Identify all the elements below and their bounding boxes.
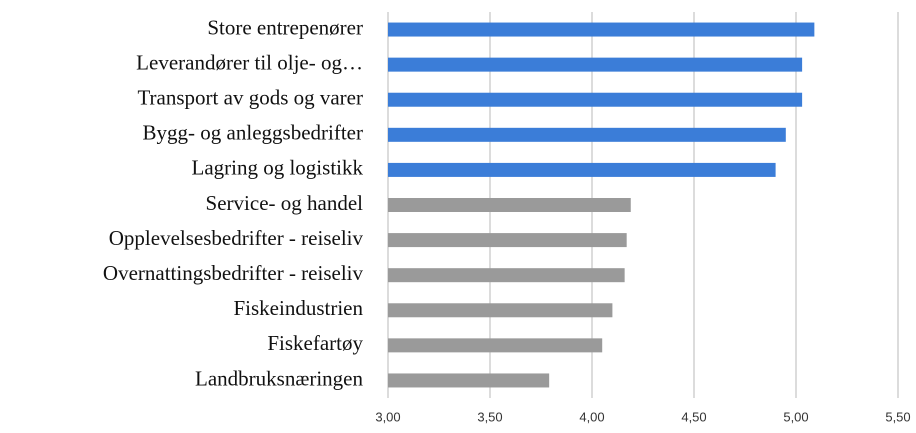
bar bbox=[388, 303, 613, 318]
x-tick-label: 3,00 bbox=[375, 409, 400, 424]
bar bbox=[388, 373, 550, 388]
x-tick-label: 3,50 bbox=[477, 409, 502, 424]
y-tick-label: Lagring og logistikk bbox=[192, 156, 364, 180]
y-tick-label: Store entrepenører bbox=[207, 15, 363, 39]
x-tick-label: 5,50 bbox=[885, 409, 910, 424]
bar bbox=[388, 57, 803, 72]
y-tick-label: Fiskefartøy bbox=[267, 331, 363, 355]
bar bbox=[388, 22, 815, 37]
bar bbox=[388, 268, 625, 283]
y-tick-label: Opplevelsesbedrifter - reiseliv bbox=[109, 226, 364, 250]
y-tick-label: Overnattingsbedrifter - reiseliv bbox=[103, 261, 364, 285]
y-tick-label: Landbruksnæringen bbox=[195, 366, 363, 390]
bar bbox=[388, 233, 627, 248]
x-tick-label: 5,00 bbox=[783, 409, 808, 424]
y-tick-label: Fiskeindustrien bbox=[234, 296, 364, 320]
y-tick-label: Leverandører til olje- og… bbox=[136, 50, 363, 74]
bar bbox=[388, 162, 776, 177]
bar bbox=[388, 92, 803, 107]
bar bbox=[388, 338, 603, 353]
x-tick-label: 4,50 bbox=[681, 409, 706, 424]
y-tick-label: Bygg- og anleggsbedrifter bbox=[143, 121, 363, 145]
y-tick-label: Service- og handel bbox=[206, 191, 364, 215]
bar bbox=[388, 127, 786, 142]
y-tick-label: Transport av gods og varer bbox=[137, 86, 363, 110]
bar bbox=[388, 198, 631, 212]
x-tick-label: 4,00 bbox=[579, 409, 604, 424]
